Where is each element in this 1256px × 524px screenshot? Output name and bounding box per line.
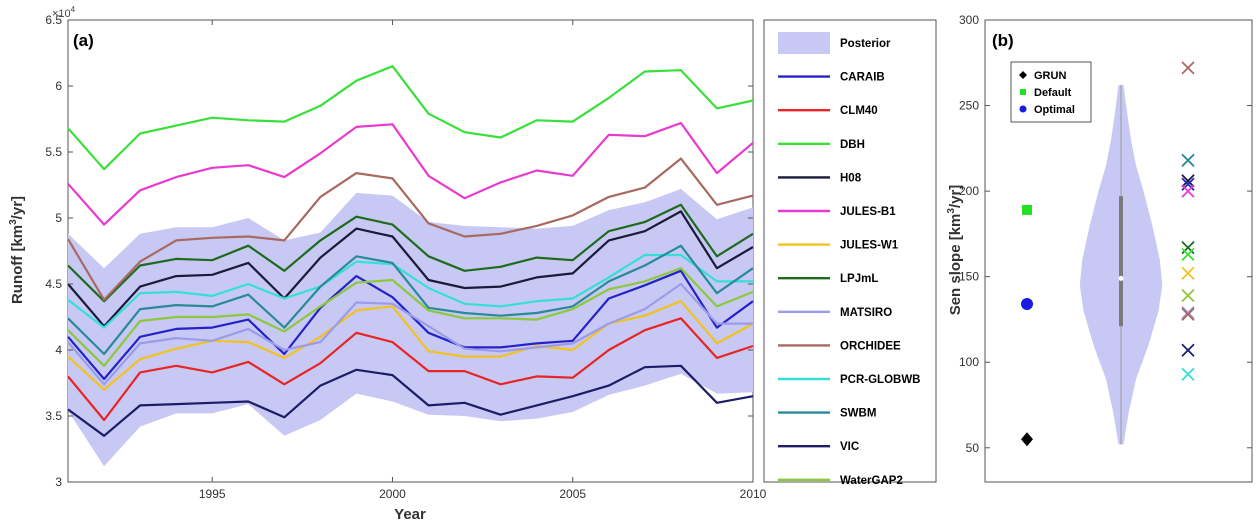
x-tick-label: 1995 bbox=[199, 487, 226, 501]
x-axis-label: Year bbox=[394, 506, 426, 523]
model-cross-marker bbox=[1181, 305, 1195, 320]
legend-entry: CARAIB bbox=[840, 72, 885, 84]
legend-b-marker-square bbox=[1020, 89, 1026, 95]
b-y-tick-label: 100 bbox=[959, 355, 979, 369]
legend-entry: WaterGAP2 bbox=[840, 475, 903, 487]
series-line-jules-w1 bbox=[67, 300, 754, 391]
b-y-tick-label: 250 bbox=[959, 99, 979, 113]
y-tick-label: 5 bbox=[55, 211, 62, 225]
model-cross-marker bbox=[1181, 367, 1195, 381]
series-line-clm40 bbox=[67, 317, 754, 422]
panel-b-chart: 50 100 150 200 250 300 (b) Sen slope [km3/yr]… bbox=[946, 13, 1253, 483]
point-optimal-circle bbox=[1021, 298, 1033, 311]
panel-a-label: (a) bbox=[73, 31, 94, 50]
model-crosses-group bbox=[1181, 61, 1195, 381]
model-cross-marker bbox=[1181, 266, 1195, 280]
legend-b-marker-diamond bbox=[1019, 71, 1027, 79]
series-line-h08 bbox=[67, 210, 754, 328]
series-line-dbh bbox=[67, 65, 754, 171]
legend-entry: CLM40 bbox=[840, 105, 878, 117]
legend-entry: MATSIRO bbox=[840, 307, 892, 319]
legend-entry: LPJmL bbox=[840, 273, 878, 285]
legend-entry: VIC bbox=[840, 441, 859, 453]
panel-b-label: (b) bbox=[992, 31, 1014, 50]
b-y-tick-label: 150 bbox=[959, 270, 979, 284]
series-line-swbm bbox=[67, 244, 754, 356]
legend-entry: PCR-GLOBWB bbox=[840, 374, 921, 386]
legend-b-marker-circle bbox=[1019, 105, 1027, 113]
y-axis-ticks: 3 3.5 4 4.5 5 5.5 6 6.5 bbox=[45, 13, 753, 489]
model-cross-marker bbox=[1181, 343, 1195, 357]
x-axis-ticks: 1995 2000 2005 2010 bbox=[199, 20, 767, 501]
panel-b-legend: GRUN Default Optimal bbox=[1010, 61, 1092, 123]
model-cross-marker bbox=[1181, 247, 1195, 262]
y-axis-label: Runoff [km3/yr] bbox=[8, 196, 26, 304]
model-cross-marker bbox=[1181, 153, 1195, 167]
violin-group bbox=[1079, 85, 1163, 445]
y-tick-label: 6.5 bbox=[45, 13, 62, 27]
series-line-matsiro bbox=[67, 282, 753, 386]
y-tick-label: 4 bbox=[55, 343, 62, 357]
series-line-jules-b1 bbox=[67, 121, 754, 226]
panel-a-legend: Posterior CARAIB CLM40 DBH H08 JULES-B1 JULES-… bbox=[763, 19, 937, 487]
legend-entry: JULES-W1 bbox=[840, 240, 899, 252]
y-tick-label: 6 bbox=[55, 79, 62, 93]
point-grun-diamond bbox=[1021, 432, 1033, 447]
x-tick-label: 2000 bbox=[379, 487, 406, 501]
legend-b-entry: GRUN bbox=[1034, 70, 1066, 82]
legend-entry: H08 bbox=[840, 172, 862, 184]
model-cross-marker bbox=[1181, 288, 1195, 303]
series-lines-group bbox=[67, 65, 754, 437]
series-line-vic bbox=[67, 364, 754, 437]
y-tick-label: 3.5 bbox=[45, 409, 62, 423]
y-tick-label: 5.5 bbox=[45, 145, 62, 159]
legend-entry: SWBM bbox=[840, 408, 876, 420]
panel-b-y-axis-label: Sen slope [km3/yr] bbox=[946, 185, 964, 316]
y-exponent-label: ×104 bbox=[52, 5, 76, 20]
violin-median bbox=[1118, 275, 1124, 281]
b-y-tick-label: 50 bbox=[966, 441, 980, 455]
x-tick-label: 2010 bbox=[740, 487, 767, 501]
y-tick-label: 4.5 bbox=[45, 277, 62, 291]
legend-entry: Posterior bbox=[840, 38, 891, 50]
series-line-pcr-globwb bbox=[67, 253, 753, 329]
panel-a-chart: 1995 2000 2005 2010 3 3.5 4 4.5 5 5.5 6 6.5 (a) ×1… bbox=[8, 5, 767, 523]
b-y-tick-label: 200 bbox=[959, 184, 979, 198]
legend-entry: DBH bbox=[840, 139, 865, 151]
panel-b-y-axis-ticks: 50 100 150 200 250 300 bbox=[959, 13, 1252, 455]
model-cross-marker bbox=[1181, 307, 1195, 321]
series-line-lpjml bbox=[67, 203, 754, 303]
point-default-square bbox=[1022, 204, 1032, 215]
legend-box bbox=[763, 19, 937, 483]
legend-swatch-posterior bbox=[778, 32, 830, 54]
legend-b-entry: Default bbox=[1034, 87, 1072, 99]
model-cross-marker bbox=[1181, 61, 1195, 75]
b-y-tick-label: 300 bbox=[959, 13, 979, 27]
legend-entry: ORCHIDEE bbox=[840, 340, 901, 352]
model-cross-marker bbox=[1181, 174, 1195, 188]
model-cross-marker bbox=[1181, 184, 1195, 198]
point-markers-group bbox=[1021, 204, 1033, 447]
legend-b-entry: Optimal bbox=[1034, 104, 1075, 116]
legend-entry: JULES-B1 bbox=[840, 206, 896, 218]
series-line-orchidee bbox=[67, 157, 754, 301]
y-tick-label: 3 bbox=[55, 475, 62, 489]
series-line-watergap2 bbox=[67, 267, 754, 367]
x-tick-label: 2005 bbox=[559, 487, 586, 501]
